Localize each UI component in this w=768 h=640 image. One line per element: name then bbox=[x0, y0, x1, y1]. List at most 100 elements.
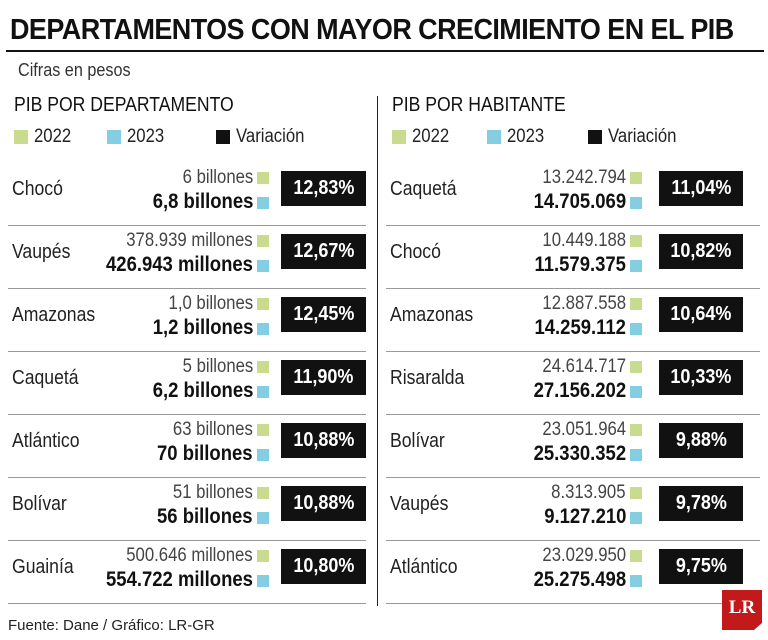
row-divider bbox=[8, 540, 366, 541]
department-name: Caquetá bbox=[12, 367, 79, 389]
value-2022: 378.939 millones bbox=[126, 230, 253, 251]
variation-badge: 10,82% bbox=[659, 234, 743, 269]
legend-label: 2022 bbox=[34, 126, 72, 147]
table-row: Amazonas 1,0 billones 1,2 billones 12,45% bbox=[8, 290, 370, 352]
table-row: Caquetá 5 billones 6,2 billones 11,90% bbox=[8, 353, 370, 415]
row-divider bbox=[386, 540, 760, 541]
value-2022: 63 billones bbox=[173, 419, 253, 440]
panel-title: PIB POR DEPARTAMENTO bbox=[14, 94, 234, 116]
variation-badge: 12,45% bbox=[281, 297, 366, 332]
value-2023: 56 billones bbox=[157, 505, 253, 528]
value-2022: 500.646 millones bbox=[126, 545, 253, 566]
value-2022: 8.313.905 bbox=[551, 482, 626, 503]
table-row: Atlántico 63 billones 70 billones 10,88% bbox=[8, 416, 370, 478]
variation-badge: 10,64% bbox=[659, 297, 743, 332]
marker-2023-icon bbox=[257, 197, 269, 209]
value-2023: 25.275.498 bbox=[533, 568, 626, 591]
row-divider bbox=[8, 414, 366, 415]
swatch-2022-icon bbox=[14, 130, 28, 144]
value-2023: 554.722 millones bbox=[106, 568, 253, 591]
legend-label: 2023 bbox=[127, 126, 165, 147]
variation-value: 12,45% bbox=[292, 303, 355, 325]
marker-2022-icon bbox=[630, 487, 642, 499]
marker-2022-icon bbox=[630, 550, 642, 562]
variation-badge: 11,04% bbox=[659, 171, 743, 206]
marker-2023-icon bbox=[630, 575, 642, 587]
department-name: Vaupés bbox=[12, 241, 71, 263]
row-divider bbox=[8, 351, 366, 352]
legend-item-2022: 2022 bbox=[14, 126, 76, 148]
table-row: Bolívar 23.051.964 25.330.352 9,88% bbox=[386, 416, 762, 478]
value-2022: 23.051.964 bbox=[542, 419, 626, 440]
value-2023: 6,2 billones bbox=[152, 379, 253, 402]
variation-value: 9,78% bbox=[675, 492, 727, 514]
chart-subtitle: Cifras en pesos bbox=[18, 60, 131, 80]
value-2023: 426.943 millones bbox=[106, 253, 253, 276]
title-rule bbox=[6, 50, 764, 52]
variation-value: 9,88% bbox=[675, 429, 727, 451]
marker-2023-icon bbox=[257, 323, 269, 335]
marker-2022-icon bbox=[257, 298, 269, 310]
marker-2022-icon bbox=[257, 235, 269, 247]
value-2022: 51 billones bbox=[173, 482, 253, 503]
lr-logo-icon: LR bbox=[722, 590, 762, 630]
department-name: Atlántico bbox=[12, 430, 80, 452]
table-row: Atlántico 23.029.950 25.275.498 9,75% bbox=[386, 542, 762, 604]
department-name: Amazonas bbox=[390, 304, 474, 326]
value-2022: 23.029.950 bbox=[542, 545, 626, 566]
value-2022: 6 billones bbox=[182, 167, 253, 188]
table-row: Caquetá 13.242.794 14.705.069 11,04% bbox=[386, 164, 762, 226]
marker-2022-icon bbox=[630, 235, 642, 247]
swatch-2023-icon bbox=[487, 130, 501, 144]
chart-title: DEPARTAMENTOS CON MAYOR CRECIMIENTO EN E… bbox=[10, 14, 734, 46]
marker-2022-icon bbox=[630, 298, 642, 310]
marker-2022-icon bbox=[257, 424, 269, 436]
source-note: Fuente: Dane / Gráfico: LR-GR bbox=[8, 617, 215, 634]
variation-value: 11,04% bbox=[670, 177, 732, 199]
row-divider bbox=[8, 288, 366, 289]
value-2023: 9.127.210 bbox=[543, 505, 626, 528]
swatch-2022-icon bbox=[392, 130, 406, 144]
department-name: Guainía bbox=[12, 556, 74, 578]
variation-badge: 10,88% bbox=[281, 486, 366, 521]
variation-badge: 9,78% bbox=[659, 486, 743, 521]
value-2023: 6,8 billones bbox=[152, 190, 253, 213]
value-2022: 5 billones bbox=[182, 356, 253, 377]
row-divider bbox=[386, 225, 760, 226]
panel-title: PIB POR HABITANTE bbox=[392, 94, 566, 116]
variation-value: 10,33% bbox=[670, 366, 732, 388]
department-name: Caquetá bbox=[390, 178, 457, 200]
row-divider bbox=[386, 477, 760, 478]
variation-value: 9,75% bbox=[675, 555, 727, 577]
legend-item-2023: 2023 bbox=[487, 126, 549, 148]
department-name: Chocó bbox=[390, 241, 441, 263]
marker-2023-icon bbox=[630, 197, 642, 209]
marker-2023-icon bbox=[257, 449, 269, 461]
variation-value: 10,88% bbox=[292, 429, 355, 451]
marker-2023-icon bbox=[630, 260, 642, 272]
legend-label: Variación bbox=[608, 126, 677, 147]
variation-badge: 10,80% bbox=[281, 549, 366, 584]
row-divider bbox=[386, 603, 760, 604]
value-2022: 10.449.188 bbox=[542, 230, 626, 251]
value-2023: 11.579.375 bbox=[534, 253, 626, 276]
row-divider bbox=[8, 225, 366, 226]
marker-2023-icon bbox=[630, 323, 642, 335]
variation-badge: 9,88% bbox=[659, 423, 743, 458]
table-row: Chocó 10.449.188 11.579.375 10,82% bbox=[386, 227, 762, 289]
variation-badge: 12,67% bbox=[281, 234, 366, 269]
department-name: Atlántico bbox=[390, 556, 458, 578]
table-row: Bolívar 51 billones 56 billones 10,88% bbox=[8, 479, 370, 541]
legend-label: 2023 bbox=[507, 126, 545, 147]
marker-2023-icon bbox=[257, 260, 269, 272]
row-divider bbox=[386, 414, 760, 415]
marker-2022-icon bbox=[257, 172, 269, 184]
row-divider bbox=[8, 603, 366, 604]
swatch-2023-icon bbox=[107, 130, 121, 144]
logo-text: LR bbox=[728, 597, 756, 618]
swatch-variacion-icon bbox=[588, 130, 602, 144]
marker-2023-icon bbox=[630, 449, 642, 461]
table-row: Vaupés 378.939 millones 426.943 millones 12… bbox=[8, 227, 370, 289]
marker-2022-icon bbox=[630, 361, 642, 373]
variation-badge: 9,75% bbox=[659, 549, 743, 584]
